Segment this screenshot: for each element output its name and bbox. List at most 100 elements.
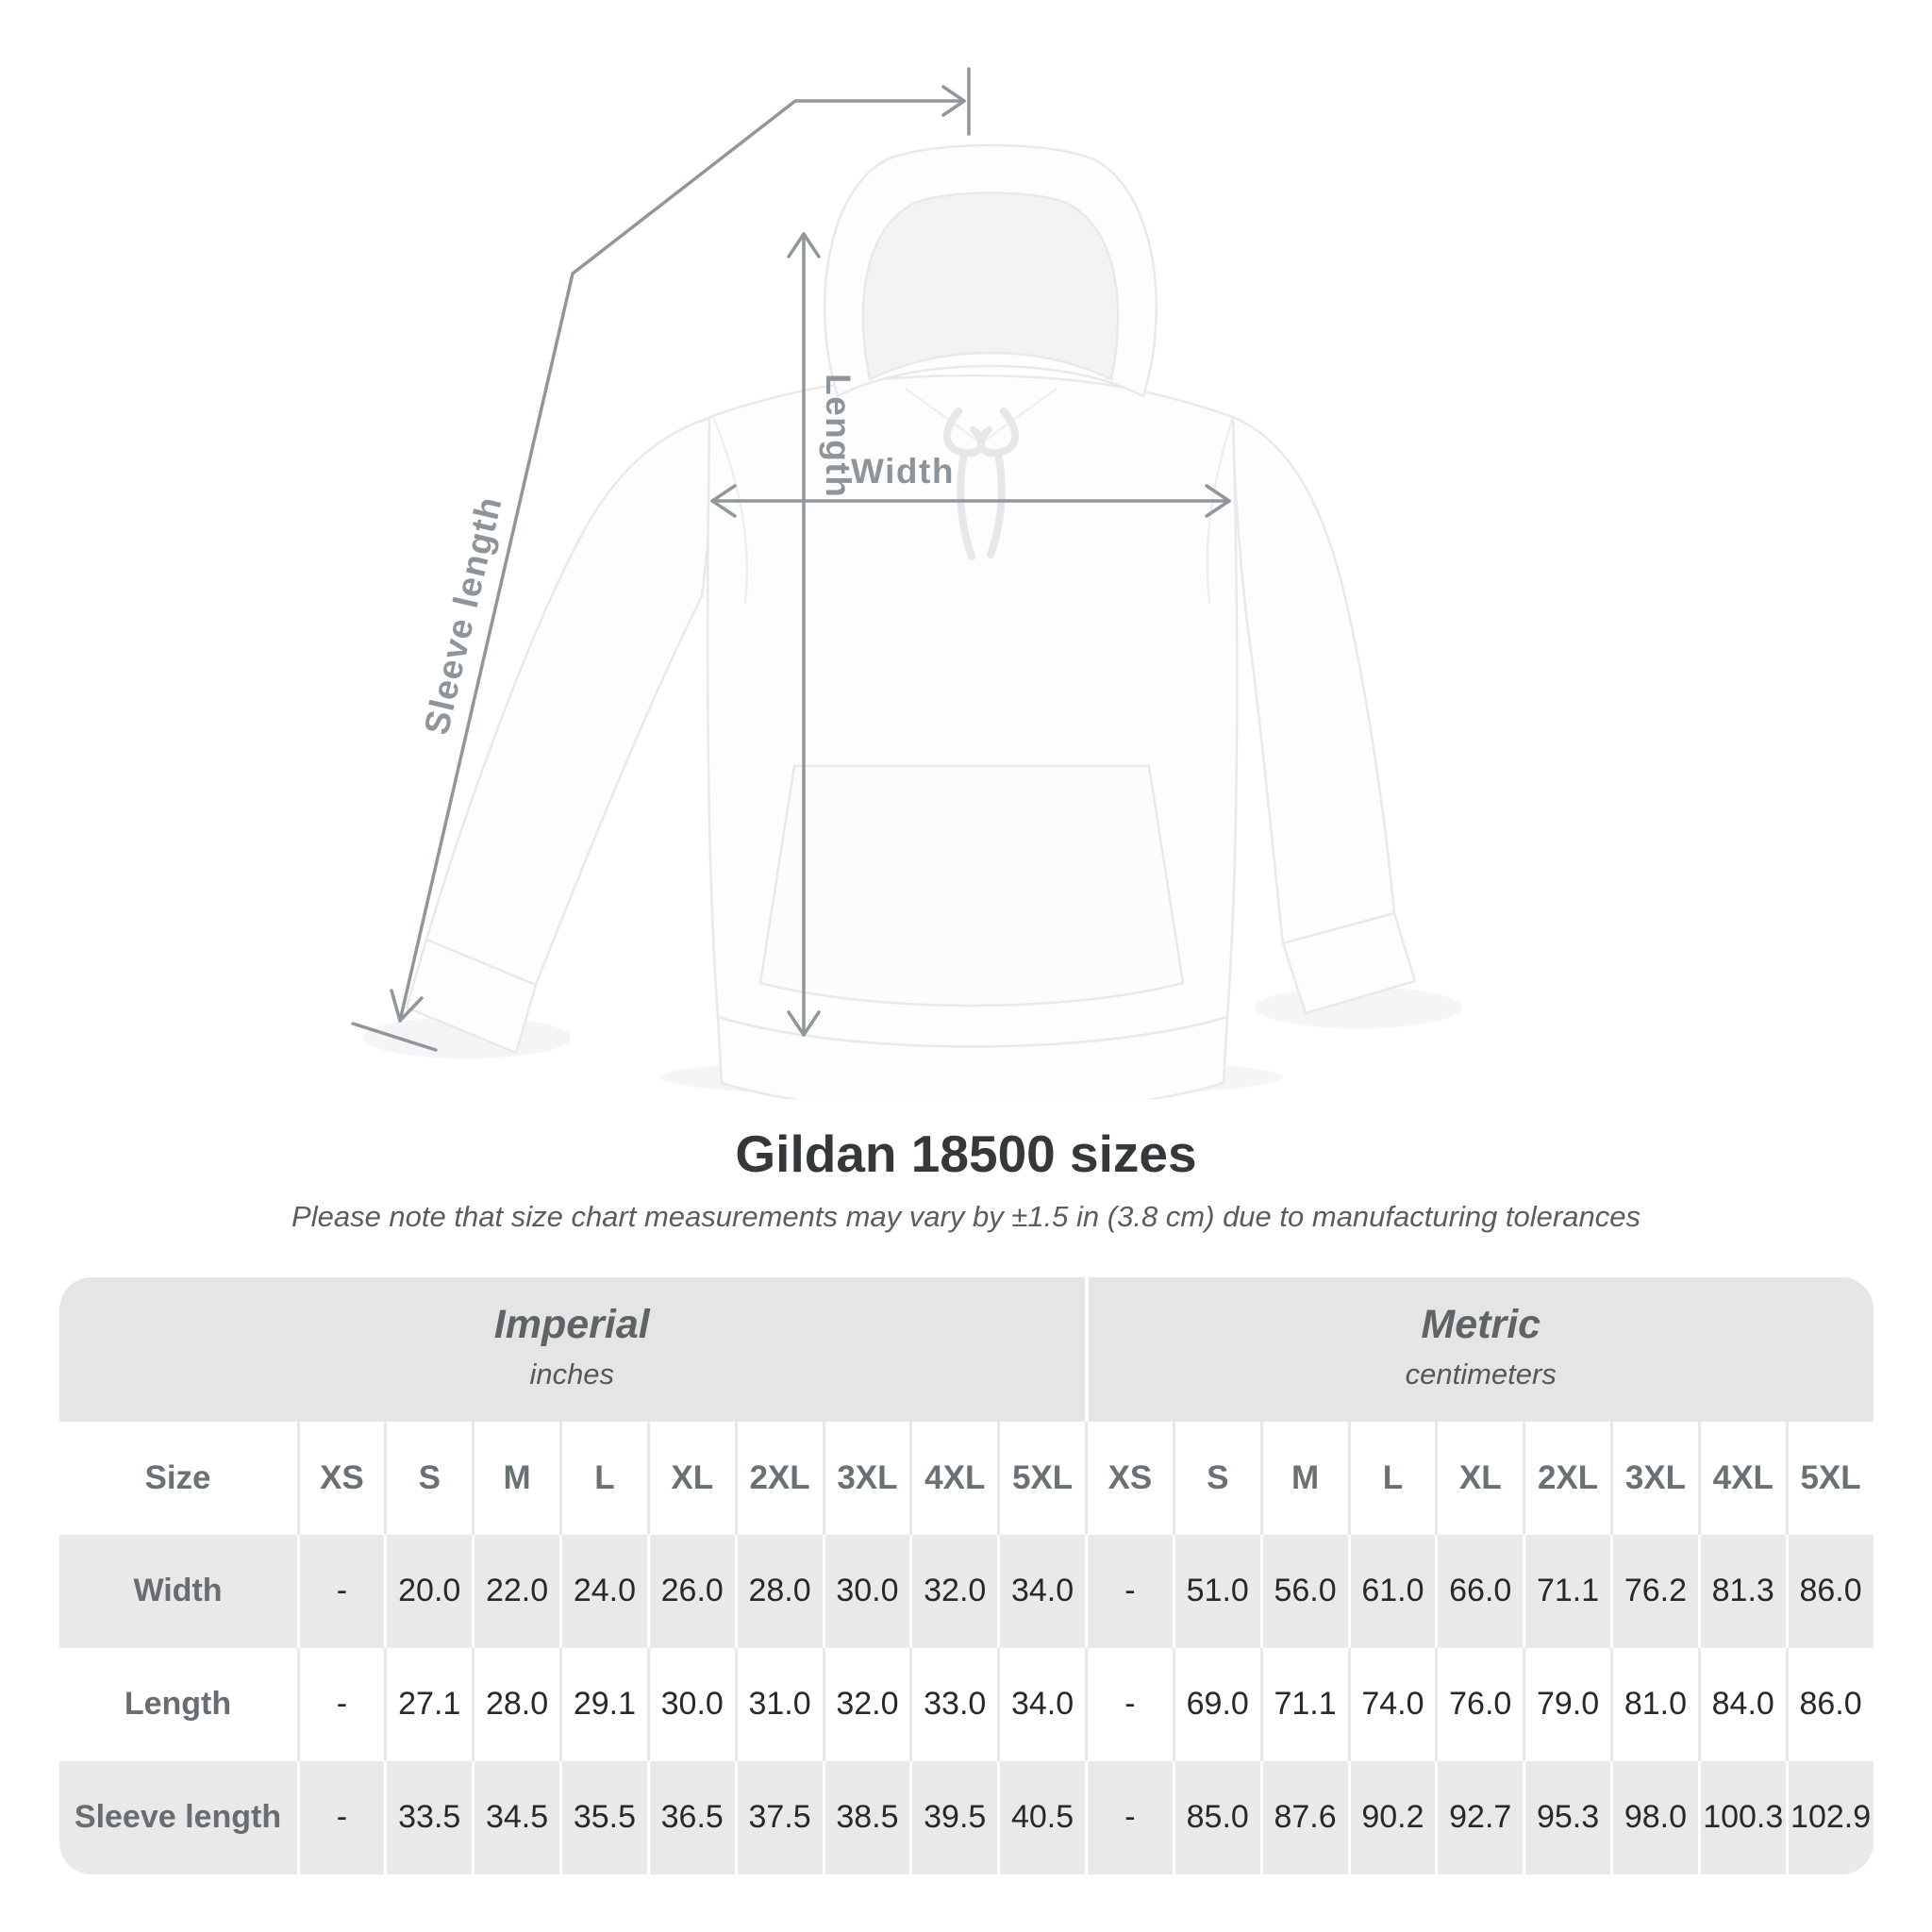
size-column-header: 4XL — [909, 1421, 997, 1535]
size-column-header: 4XL — [1697, 1421, 1786, 1535]
unit-name: Imperial — [493, 1301, 650, 1347]
row-label: Width — [58, 1534, 297, 1648]
measurement-value: 36.5 — [646, 1760, 735, 1874]
measurement-value: 22.0 — [472, 1534, 559, 1648]
hoodie-right-cuff — [1281, 911, 1417, 1015]
measurement-value: 71.1 — [1259, 1647, 1348, 1761]
hoodie-hem — [716, 1015, 1229, 1099]
hoodie-right-sleeve — [1231, 415, 1396, 945]
measurement-value: 37.5 — [734, 1760, 823, 1874]
measurement-value: 100.3 — [1697, 1760, 1786, 1874]
measurement-value: - — [296, 1534, 385, 1648]
measurement-value: 27.1 — [384, 1647, 472, 1761]
size-column-header: 2XL — [734, 1421, 823, 1535]
measurement-value: 30.0 — [646, 1647, 735, 1761]
size-column-header: XL — [646, 1421, 735, 1535]
measurement-value: 79.0 — [1523, 1647, 1610, 1761]
size-column-header: 5XL — [1785, 1421, 1874, 1535]
measurement-value: 20.0 — [384, 1534, 473, 1648]
measurement-value: 30.0 — [822, 1534, 910, 1648]
size-table: Imperial inches Metric centimeters Size X… — [58, 1276, 1874, 1874]
unit-header-metric: Metric centimeters — [1085, 1276, 1874, 1422]
measurement-value: 74.0 — [1347, 1647, 1436, 1761]
size-column-header: XS — [1085, 1421, 1173, 1535]
measurement-value: - — [296, 1647, 385, 1761]
measurement-value: 76.0 — [1435, 1647, 1523, 1761]
sleeve-length-label: Sleeve length — [417, 492, 509, 739]
row-label: Length — [124, 1686, 232, 1722]
hoodie-measurement-diagram: Length Width Sleeve length — [351, 67, 1462, 1099]
size-column-header: 2XL — [1523, 1421, 1610, 1535]
page-subtitle: Please note that size chart measurements… — [291, 1199, 1641, 1233]
size-column-header: S — [1172, 1421, 1260, 1535]
measurement-value: - — [1085, 1534, 1173, 1648]
unit-header-imperial: Imperial inches — [59, 1277, 1086, 1422]
measurement-value: 71.1 — [1523, 1534, 1610, 1648]
measurement-value: 81.0 — [1610, 1647, 1698, 1761]
size-column-header: XS — [296, 1421, 385, 1535]
size-column-header: Size — [144, 1458, 211, 1496]
measurement-value: 69.0 — [1172, 1647, 1260, 1761]
measurement-value: 26.0 — [646, 1534, 735, 1648]
hoodie-seams — [711, 416, 1235, 605]
measurement-value: 98.0 — [1610, 1760, 1698, 1874]
size-column-header: L — [559, 1421, 647, 1535]
measurement-value: 40.5 — [997, 1760, 1085, 1874]
arrowhead-left-icon — [710, 484, 737, 518]
measurement-value: 34.0 — [997, 1647, 1085, 1761]
measurement-value: 39.5 — [909, 1760, 998, 1874]
arrowhead-right-icon — [941, 85, 966, 117]
measurement-value: 87.6 — [1259, 1760, 1348, 1874]
arrowhead-down-icon — [787, 1010, 821, 1037]
measurement-value: 66.0 — [1435, 1534, 1524, 1648]
measurement-value: 51.0 — [1172, 1534, 1260, 1648]
size-column-header: 3XL — [1610, 1421, 1698, 1535]
hoodie-left-cuff — [405, 938, 538, 1055]
hoodie-pocket — [758, 764, 1185, 1008]
arrowhead-right-icon — [1205, 484, 1231, 518]
drawstring-bow — [942, 408, 1020, 560]
measurement-value: 34.0 — [997, 1534, 1085, 1648]
measurement-value: 28.0 — [734, 1534, 823, 1648]
size-column-header: XL — [1435, 1421, 1523, 1535]
measurement-value: 38.5 — [822, 1760, 910, 1874]
size-column-header: M — [1259, 1421, 1348, 1535]
measurement-value: - — [1085, 1647, 1173, 1761]
measurement-value: 86.0 — [1785, 1647, 1874, 1761]
measurement-value: 24.0 — [559, 1534, 647, 1648]
measurement-value: 56.0 — [1259, 1534, 1348, 1648]
measurement-value: 84.0 — [1697, 1647, 1786, 1761]
arrowhead-up-icon — [787, 232, 821, 258]
size-column-header: L — [1347, 1421, 1436, 1535]
unit-name: Metric — [1421, 1301, 1541, 1347]
size-column-header: M — [472, 1421, 559, 1535]
measurement-value: 90.2 — [1347, 1760, 1436, 1874]
width-label: Width — [851, 452, 955, 491]
row-label: Sleeve length — [58, 1760, 297, 1874]
measurement-value: 34.5 — [472, 1760, 559, 1874]
sleeve-cuff-tick — [351, 1022, 438, 1052]
measurement-value: 86.0 — [1785, 1534, 1874, 1648]
size-column-header: 3XL — [822, 1421, 910, 1535]
measurement-value: 32.0 — [822, 1647, 910, 1761]
hoodie-illustration — [363, 143, 1462, 1099]
page-title: Gildan 18500 sizes — [735, 1124, 1197, 1183]
unit-header-row: Imperial inches Metric centimeters — [58, 1276, 1874, 1422]
measurement-value: 92.7 — [1435, 1760, 1524, 1874]
sleeve-length-line — [398, 99, 966, 1023]
measurement-value: 61.0 — [1347, 1534, 1436, 1648]
measurement-value: 33.5 — [384, 1760, 473, 1874]
unit-subtitle: inches — [529, 1357, 615, 1391]
hood-opening — [861, 192, 1120, 381]
measurement-value: - — [296, 1760, 385, 1874]
length-label: Length — [819, 374, 858, 498]
measurement-value: 76.2 — [1610, 1534, 1698, 1648]
measurement-value: 31.0 — [734, 1647, 823, 1761]
measurement-value: 95.3 — [1523, 1760, 1610, 1874]
measurement-value: - — [1085, 1760, 1173, 1874]
size-column-header: 5XL — [997, 1421, 1085, 1535]
measurement-value: 102.9 — [1785, 1760, 1874, 1874]
measurement-value: 85.0 — [1172, 1760, 1260, 1874]
unit-subtitle: centimeters — [1405, 1357, 1557, 1391]
